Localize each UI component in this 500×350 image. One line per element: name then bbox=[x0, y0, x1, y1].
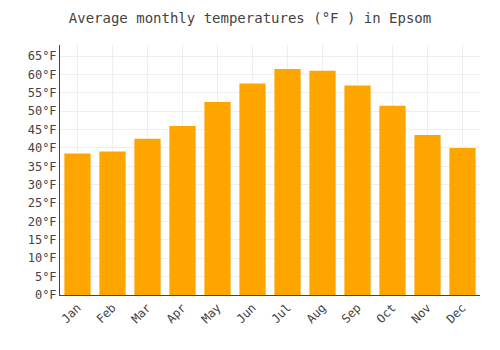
svg-text:Jan: Jan bbox=[59, 301, 84, 326]
svg-text:65°F: 65°F bbox=[28, 49, 57, 63]
svg-text:45°F: 45°F bbox=[28, 123, 57, 137]
svg-text:Apr: Apr bbox=[164, 301, 189, 326]
svg-text:Aug: Aug bbox=[304, 301, 329, 326]
svg-text:Mar: Mar bbox=[129, 301, 154, 326]
svg-text:May: May bbox=[199, 301, 224, 326]
svg-text:Sep: Sep bbox=[339, 301, 364, 326]
svg-text:40°F: 40°F bbox=[28, 141, 57, 155]
svg-text:35°F: 35°F bbox=[28, 160, 57, 174]
svg-text:20°F: 20°F bbox=[28, 215, 57, 229]
svg-text:Jul: Jul bbox=[269, 301, 294, 326]
svg-text:10°F: 10°F bbox=[28, 251, 57, 265]
svg-text:Average monthly temperatures (: Average monthly temperatures (°F ) in Ep… bbox=[69, 10, 431, 26]
svg-text:Feb: Feb bbox=[94, 301, 119, 326]
svg-text:Oct: Oct bbox=[374, 301, 399, 326]
svg-text:0°F: 0°F bbox=[35, 288, 57, 302]
svg-text:Jun: Jun bbox=[234, 301, 259, 326]
svg-text:50°F: 50°F bbox=[28, 104, 57, 118]
svg-text:60°F: 60°F bbox=[28, 68, 57, 82]
svg-text:30°F: 30°F bbox=[28, 178, 57, 192]
svg-text:25°F: 25°F bbox=[28, 196, 57, 210]
svg-text:55°F: 55°F bbox=[28, 86, 57, 100]
svg-text:15°F: 15°F bbox=[28, 233, 57, 247]
svg-text:Nov: Nov bbox=[409, 301, 434, 326]
svg-text:Dec: Dec bbox=[444, 301, 469, 326]
svg-text:5°F: 5°F bbox=[35, 270, 57, 284]
